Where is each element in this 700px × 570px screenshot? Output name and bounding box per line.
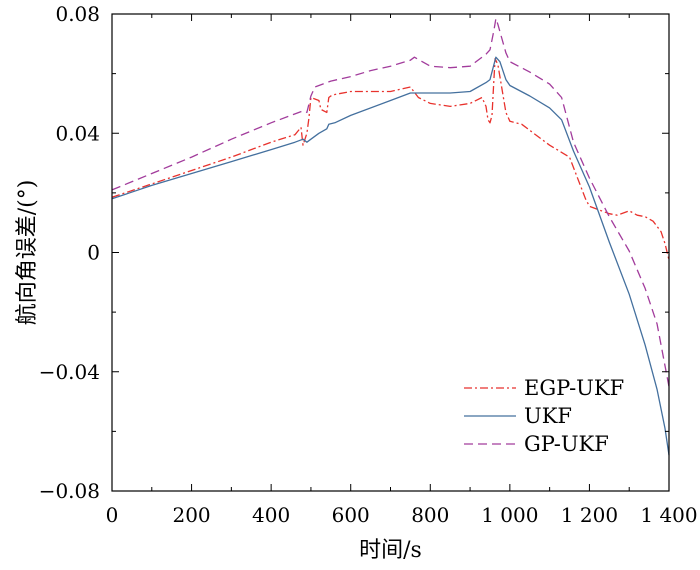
y-tick-label: −0.04 — [39, 360, 100, 384]
x-tick-label: 600 — [332, 503, 370, 527]
y-axis-label: 航向角误差/(°) — [15, 180, 40, 326]
x-tick-label: 200 — [172, 503, 210, 527]
y-tick-label: 0 — [87, 241, 100, 265]
x-tick-label: 400 — [252, 503, 290, 527]
series-layer — [111, 17, 670, 456]
series-line-egp-ukf — [111, 58, 670, 261]
x-tick-label: 1 000 — [481, 503, 538, 527]
y-tick-label: 0.08 — [55, 2, 100, 26]
legend: EGP-UKF UKF GP-UKF — [464, 376, 624, 456]
x-tick-label: 1 400 — [640, 503, 697, 527]
plot-frame — [111, 13, 670, 492]
legend-label-gp-ukf: GP-UKF — [524, 432, 609, 456]
x-axis-label: 时间/s — [359, 538, 422, 563]
x-tick-label: 0 — [106, 503, 119, 527]
x-tick-label: 1 200 — [561, 503, 618, 527]
legend-label-egp-ukf: EGP-UKF — [524, 376, 624, 400]
y-tick-label: −0.08 — [39, 479, 100, 503]
legend-label-ukf: UKF — [524, 404, 572, 428]
series-line-gp-ukf — [111, 17, 670, 387]
ticks-layer: 0 200 400 600 800 1 000 1 200 1 400 −0.08 −0.04 0 0… — [39, 2, 698, 527]
y-tick-label: 0.04 — [55, 121, 100, 145]
series-line-ukf — [111, 56, 670, 456]
x-tick-label: 800 — [411, 503, 449, 527]
